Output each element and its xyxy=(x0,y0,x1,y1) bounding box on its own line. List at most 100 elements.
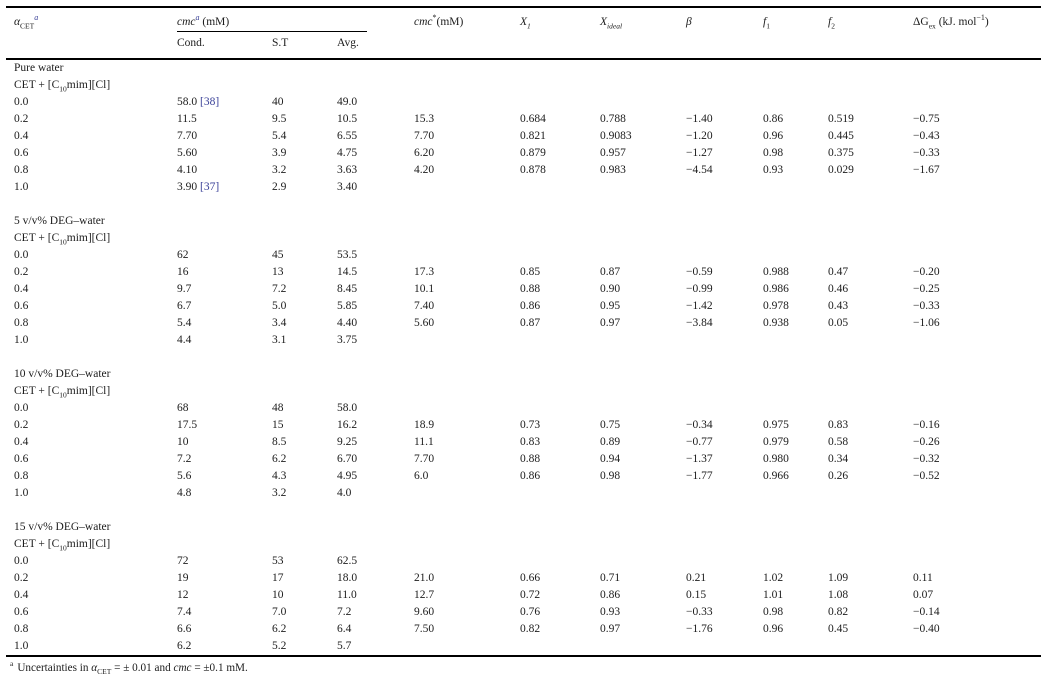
f1-cell: 0.98 xyxy=(763,147,784,159)
xideal-cell: 0.89 xyxy=(600,436,621,448)
header-row-sub: Cond. S.T Avg. xyxy=(6,36,1042,60)
section-spacer xyxy=(6,196,1041,213)
avg-cell: 11.0 xyxy=(337,589,357,601)
f1-cell: 1.02 xyxy=(763,572,784,584)
dgex-cell: −0.40 xyxy=(913,623,940,635)
cmcstar-cell: 6.20 xyxy=(414,147,435,159)
x1-cell: 0.88 xyxy=(520,283,541,295)
beta-symbol: β xyxy=(686,16,692,28)
cond-cell: 9.7 xyxy=(177,283,192,295)
avg-cell: 8.45 xyxy=(337,283,358,295)
cmcstar-cell: 9.60 xyxy=(414,606,435,618)
x1-cell: 0.87 xyxy=(520,317,541,329)
alpha-cell: 0.6 xyxy=(14,606,29,618)
xideal-cell: 0.86 xyxy=(600,589,621,601)
data-row: 0.4 10 8.5 9.25 11.1 0.83 0.89 −0.77 0.979 0.58 −0… xyxy=(6,434,1041,451)
x1-cell: 0.73 xyxy=(520,419,541,431)
f1-cell: 0.988 xyxy=(763,266,789,278)
alpha-cell: 0.2 xyxy=(14,419,29,431)
cond-cell: 10 xyxy=(177,436,189,448)
cond-cell: 58.0 [38] xyxy=(177,96,220,108)
dgex-unit-pre: (kJ. mol xyxy=(935,16,977,28)
cond-cell: 6.6 xyxy=(177,623,192,635)
table-bottom-rule xyxy=(6,655,1041,657)
citation-link[interactable]: [38] xyxy=(197,96,220,108)
dgex-unit-exponent: −1 xyxy=(976,13,985,23)
section-system-label: CET + [C10mim][Cl] xyxy=(14,538,111,553)
cond-cell: 5.6 xyxy=(177,470,192,482)
cond-cell: 4.4 xyxy=(177,334,192,346)
cmcstar-cell: 12.7 xyxy=(414,589,435,601)
footnote-alpha-subscript: CET xyxy=(97,667,112,677)
avg-cell: 58.0 xyxy=(337,402,358,414)
st-cell: 5.2 xyxy=(272,640,287,652)
f1-cell: 0.979 xyxy=(763,436,789,448)
col-header-f1: f1 xyxy=(763,8,828,36)
f2-cell xyxy=(828,247,913,264)
data-row: 0.4 7.70 5.4 6.55 7.70 0.821 0.9083 −1.20 0.96 0.… xyxy=(6,128,1041,145)
footnote-marker-link[interactable]: a xyxy=(195,13,200,23)
cmcstar-cell: 7.70 xyxy=(414,453,435,465)
st-cell: 48 xyxy=(272,402,284,414)
data-row: 0.8 5.6 4.3 4.95 6.0 0.86 0.98 −1.77 0.966 0.26 −0… xyxy=(6,468,1041,485)
cond-cell: 16 xyxy=(177,266,189,278)
dgex-unit-post: ) xyxy=(984,16,989,28)
dgex-cell: −0.14 xyxy=(913,606,940,618)
avg-cell: 49.0 xyxy=(337,96,358,108)
x-ideal-subscript: ideal xyxy=(607,21,623,31)
dgex-cell: −1.06 xyxy=(913,317,940,329)
data-row: 0.8 6.6 6.2 6.4 7.50 0.82 0.97 −1.76 0.96 0.45 −0.… xyxy=(6,621,1041,638)
data-row: 0.2 16 13 14.5 17.3 0.85 0.87 −0.59 0.988 0.47 −0.… xyxy=(6,264,1041,281)
st-cell: 9.5 xyxy=(272,113,287,125)
cmc-star-superscript: * xyxy=(432,13,437,23)
beta-cell xyxy=(686,553,763,570)
cond-cell: 3.90 [37] xyxy=(177,181,220,193)
data-row: 0.8 4.10 3.2 3.63 4.20 0.878 0.983 −4.54 0.93 0.0… xyxy=(6,162,1041,179)
xideal-cell: 0.94 xyxy=(600,453,621,465)
xideal-cell xyxy=(600,553,686,570)
dgex-cell: −0.16 xyxy=(913,419,940,431)
cmc-symbol: cmc xyxy=(177,16,196,28)
section-system-label: CET + [C10mim][Cl] xyxy=(14,232,111,247)
data-row: 0.4 9.7 7.2 8.45 10.1 0.88 0.90 −0.99 0.986 0.46 −… xyxy=(6,281,1041,298)
f2-cell: 1.08 xyxy=(828,589,849,601)
cond-cell: 11.5 xyxy=(177,113,197,125)
f1-cell: 0.975 xyxy=(763,419,789,431)
cmcstar-cell xyxy=(414,400,520,417)
col-header-cmc-group: cmca (mM) xyxy=(177,8,414,36)
section-title: 10 v/v% DEG–water xyxy=(14,368,111,380)
f2-cell: 0.375 xyxy=(828,147,854,159)
citation-link[interactable]: [37] xyxy=(197,181,220,193)
footnote-marker-link[interactable]: a xyxy=(34,13,39,23)
st-cell: 45 xyxy=(272,249,284,261)
avg-cell: 18.0 xyxy=(337,572,358,584)
st-cell: 6.2 xyxy=(272,623,287,635)
data-row: 0.2 11.5 9.5 10.5 15.3 0.684 0.788 −1.40 0.86 0.5… xyxy=(6,111,1041,128)
f2-cell: 0.26 xyxy=(828,470,849,482)
cmcstar-cell: 11.1 xyxy=(414,436,434,448)
x1-cell: 0.83 xyxy=(520,436,541,448)
f2-cell xyxy=(828,400,913,417)
f2-symbol: f xyxy=(828,16,832,28)
cmcstar-cell xyxy=(414,94,520,111)
dgex-cell: −0.20 xyxy=(913,266,940,278)
f2-cell: 0.45 xyxy=(828,623,849,635)
cmcstar-cell: 7.50 xyxy=(414,623,435,635)
dgex-subscript: ex xyxy=(928,21,936,31)
st-cell: 7.0 xyxy=(272,606,287,618)
section-title-row: 15 v/v% DEG–water xyxy=(6,519,1041,536)
cmcstar-cell xyxy=(414,553,520,570)
xideal-cell: 0.98 xyxy=(600,470,621,482)
cond-cell: 72 xyxy=(177,555,189,567)
cmcstar-cell: 4.20 xyxy=(414,164,435,176)
cond-cell: 6.7 xyxy=(177,300,192,312)
f1-symbol: f xyxy=(763,16,767,28)
beta-cell xyxy=(686,247,763,264)
f1-subscript: 1 xyxy=(766,21,770,31)
f2-cell: 0.82 xyxy=(828,606,849,618)
f2-cell: 0.34 xyxy=(828,453,849,465)
avg-cell: 6.4 xyxy=(337,623,352,635)
cond-cell: 5.60 xyxy=(177,147,198,159)
x1-cell: 0.821 xyxy=(520,130,546,142)
f1-cell: 0.986 xyxy=(763,283,789,295)
